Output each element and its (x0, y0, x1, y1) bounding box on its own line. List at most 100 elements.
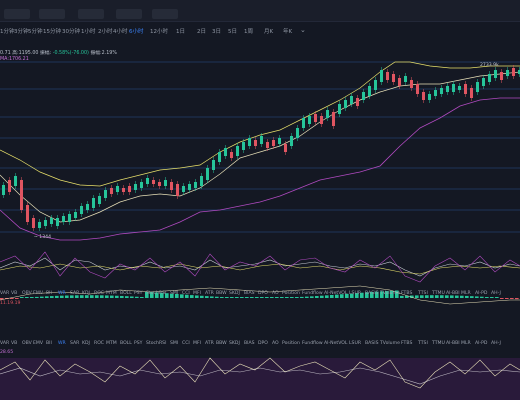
indicator-stochrsi[interactable]: StochRSI (146, 291, 167, 296)
macd-bar (110, 295, 114, 298)
indicator-ai-bbi[interactable]: AI-BBI (446, 291, 460, 296)
indicator-mlr[interactable]: MLR (461, 341, 471, 346)
symbol-tab[interactable] (152, 9, 178, 19)
symbol-tab[interactable] (116, 9, 142, 19)
indicator-emv[interactable]: EMV (33, 291, 44, 296)
candle-body (68, 214, 71, 222)
interval-2h[interactable]: 2小时 (98, 29, 113, 35)
indicator-kdj[interactable]: KDJ (82, 341, 90, 346)
symbol-tab[interactable] (4, 9, 30, 19)
indicator-bbw[interactable]: BBW (216, 291, 227, 296)
interval-1d[interactable]: 1日 (176, 29, 185, 35)
indicator-ttsi[interactable]: TTSI (418, 341, 428, 346)
indicator-mlr[interactable]: MLR (461, 291, 471, 296)
indicator-dpo[interactable]: DPO (258, 291, 268, 296)
interval-30m[interactable]: 30分钟 (62, 29, 80, 35)
indicator-skdj[interactable]: SKDJ (229, 341, 240, 346)
candle-body (302, 118, 305, 128)
interval-15m[interactable]: 15分钟 (43, 29, 61, 35)
indicator-position[interactable]: Position (282, 291, 300, 296)
indicator-bii[interactable]: BII (46, 341, 52, 346)
interval-6h[interactable]: 6小时 (129, 29, 144, 35)
indicator-obv[interactable]: OBV (22, 341, 32, 346)
indicator-bias[interactable]: BIAS (244, 341, 255, 346)
indicator-ai-bbi[interactable]: AI-BBI (446, 341, 460, 346)
indicator-kdj[interactable]: KDJ (82, 291, 90, 296)
indicator-var[interactable]: VAR (0, 341, 10, 346)
indicator-ai-netvol[interactable]: AI-NetVOL (324, 341, 348, 346)
indicator-tvolume[interactable]: TVolume (380, 341, 400, 346)
indicator-sar[interactable]: SAR (70, 291, 80, 296)
indicator-cci[interactable]: CCI (182, 341, 190, 346)
interval-1w[interactable]: 1周 (244, 29, 253, 35)
indicator-bbw[interactable]: BBW (216, 341, 227, 346)
indicator-smi[interactable]: SMI (170, 291, 179, 296)
indicator-sar[interactable]: SAR (70, 341, 80, 346)
macd-bar (290, 297, 294, 298)
indicator-emv[interactable]: EMV (33, 341, 44, 346)
indicator-psy[interactable]: PSY (134, 291, 143, 296)
indicator-ao[interactable]: AO (272, 341, 279, 346)
interval-5m[interactable]: 5分钟 (28, 29, 43, 35)
indicator-wr[interactable]: WR (58, 341, 66, 346)
indicator-lsur[interactable]: LSUR (349, 341, 362, 346)
indicator-ao[interactable]: AO (272, 291, 279, 296)
indicator-roc[interactable]: ROC (94, 291, 105, 296)
macd-bar (210, 296, 214, 298)
indicator-smi[interactable]: SMI (170, 341, 179, 346)
indicator-tvolume[interactable]: TVolume (380, 291, 400, 296)
interval-3d[interactable]: 3日 (212, 29, 221, 35)
indicator-boll[interactable]: BOLL (120, 341, 132, 346)
indicator-vb[interactable]: VB (11, 291, 18, 296)
indicator-boll[interactable]: BOLL (120, 291, 132, 296)
indicator-ttmu[interactable]: TTMU (432, 341, 445, 346)
symbol-tab[interactable] (78, 9, 104, 19)
indicator-ai-pd[interactable]: AI-PD (475, 291, 488, 296)
indicator-mfi[interactable]: MFI (193, 291, 201, 296)
indicator-psy[interactable]: PSY (134, 341, 143, 346)
indicator-basis[interactable]: BASIS (365, 291, 379, 296)
indicator-ttsi[interactable]: TTSI (418, 291, 428, 296)
indicator-atr[interactable]: ATR (205, 291, 214, 296)
indicator-lsur[interactable]: LSUR (349, 291, 362, 296)
interval-month[interactable]: 月K (264, 29, 274, 35)
interval-year[interactable]: 年K (283, 29, 293, 35)
interval-4h[interactable]: 4小时 (113, 29, 128, 35)
indicator-basis[interactable]: BASIS (365, 341, 379, 346)
indicator-roc[interactable]: ROC (94, 341, 105, 346)
indicator-obv[interactable]: OBV (22, 291, 32, 296)
interval-2d[interactable]: 2日 (197, 29, 206, 35)
indicator-cci[interactable]: CCI (182, 291, 190, 296)
indicator-mtm[interactable]: MTM (106, 291, 117, 296)
indicator-stochrsi[interactable]: StochRSI (146, 341, 167, 346)
indicator-bias[interactable]: BIAS (244, 291, 255, 296)
interval-1h[interactable]: 1小时 (81, 29, 96, 35)
indicator-var[interactable]: VAR (0, 291, 10, 296)
indicator-ai-pd[interactable]: AI-PD (475, 341, 488, 346)
indicator-position[interactable]: Position (282, 341, 300, 346)
indicator-ah-j[interactable]: AH-J (491, 341, 501, 346)
symbol-tab[interactable] (39, 9, 65, 19)
interval-3m[interactable]: 3分钟 (14, 29, 29, 35)
interval-12h[interactable]: 12小时 (150, 29, 168, 35)
indicator-dpo[interactable]: DPO (258, 341, 268, 346)
interval-5d[interactable]: 5日 (228, 29, 237, 35)
indicator-ah-j[interactable]: AH-J (491, 291, 501, 296)
indicator-wr[interactable]: WR (58, 291, 66, 296)
indicator-mtm[interactable]: MTM (106, 341, 117, 346)
chevron-down-icon[interactable]: ⌄ (300, 26, 306, 34)
indicator-atr[interactable]: ATR (205, 341, 214, 346)
indicator-ftbs[interactable]: FTBS (401, 291, 413, 296)
interval-1m[interactable]: 1分钟 (0, 29, 15, 35)
indicator-vb[interactable]: VB (11, 341, 18, 346)
indicator-skdj[interactable]: SKDJ (229, 291, 240, 296)
indicator-ftbs[interactable]: FTBS (401, 341, 413, 346)
indicator-bii[interactable]: BII (46, 291, 52, 296)
macd-bar (435, 295, 439, 298)
indicator-fundflow[interactable]: Fundflow (302, 341, 323, 346)
indicator-ttmu[interactable]: TTMU (432, 291, 445, 296)
indicator-ai-netvol[interactable]: AI-NetVOL (324, 291, 348, 296)
indicator-fundflow[interactable]: Fundflow (302, 291, 323, 296)
indicator-mfi[interactable]: MFI (193, 341, 201, 346)
